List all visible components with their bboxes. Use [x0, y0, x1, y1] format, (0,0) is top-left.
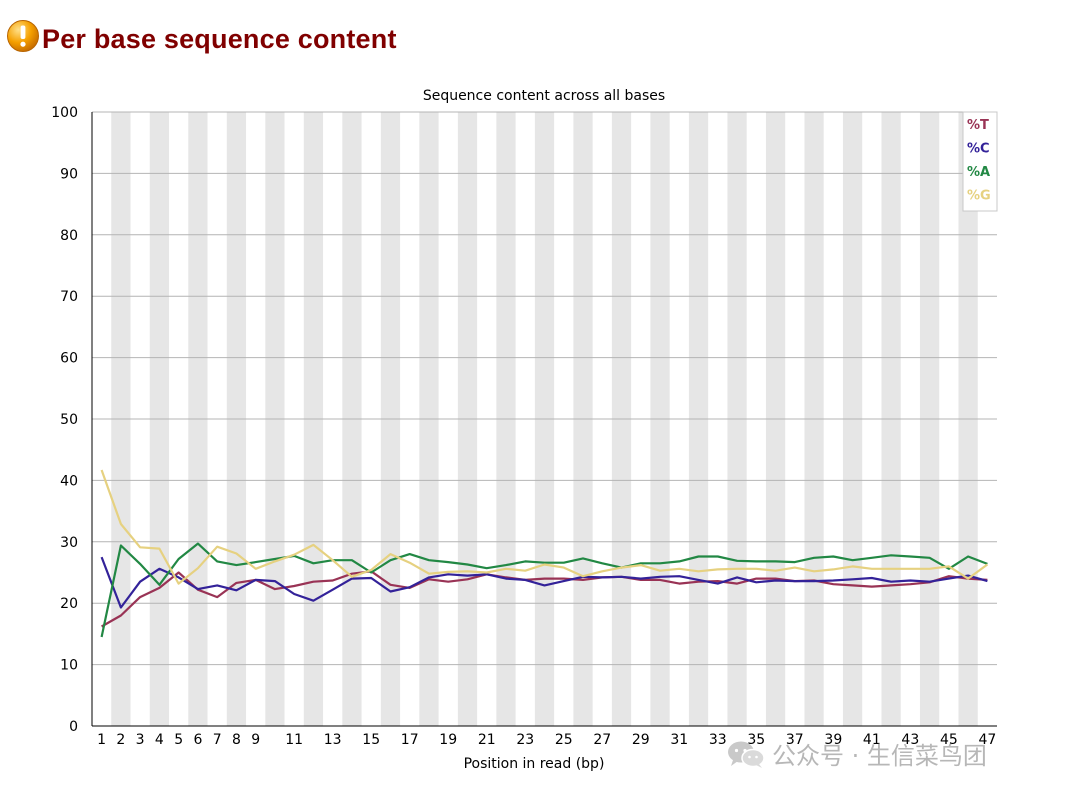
y-tick-label-80: 80	[60, 228, 78, 244]
x-tick-label-11: 11	[285, 732, 303, 748]
y-tick-labels: 0 10 20 30 40 50 60 70 80 90 100	[51, 105, 78, 735]
y-tick-label-10: 10	[60, 658, 78, 674]
x-tick-label-1: 1	[97, 732, 106, 748]
legend-item-g: %G	[967, 189, 991, 204]
x-tick-label-47: 47	[978, 732, 996, 748]
axes	[91, 112, 997, 727]
x-tick-label-7: 7	[213, 732, 222, 748]
y-tick-label-0: 0	[69, 719, 78, 735]
x-tick-label-39: 39	[824, 732, 842, 748]
x-tick-label-9: 9	[251, 732, 260, 748]
grid-lines	[92, 111, 997, 666]
x-tick-label-19: 19	[439, 732, 457, 748]
legend-item-t: %T	[967, 118, 989, 133]
x-tick-label-33: 33	[709, 732, 727, 748]
x-tick-label-27: 27	[593, 732, 611, 748]
x-tick-label-41: 41	[863, 732, 881, 748]
page-title: Per base sequence content	[42, 23, 397, 54]
series-line-t	[101, 570, 988, 628]
x-tick-label-2: 2	[116, 732, 125, 748]
legend-box	[962, 111, 998, 212]
x-tick-label-8: 8	[232, 732, 241, 748]
report-header: Per base sequence content	[6, 14, 397, 58]
x-tick-label-25: 25	[555, 732, 573, 748]
x-tick-label-6: 6	[193, 732, 202, 748]
y-tick-label-90: 90	[60, 166, 78, 182]
chart-title: Sequence content across all bases	[423, 88, 665, 104]
x-tick-label-45: 45	[940, 732, 958, 748]
legend-item-c: %C	[967, 142, 990, 157]
x-tick-label-37: 37	[786, 732, 804, 748]
x-tick-labels: 1 2 3 4 5 6 7 8 9 11 13 15 17 19 21 23 25 27 29 31 33 35 37 39 4…	[97, 732, 996, 748]
warning-icon	[7, 20, 39, 52]
wechat-icon	[728, 741, 765, 768]
legend: %T %C %A %G	[962, 111, 998, 212]
y-tick-label-60: 60	[60, 351, 78, 367]
y-tick-label-20: 20	[60, 596, 78, 612]
y-tick-label-30: 30	[60, 535, 78, 551]
x-tick-label-15: 15	[362, 732, 380, 748]
series-line-g	[100, 469, 989, 585]
y-tick-label-40: 40	[60, 473, 78, 489]
x-tick-label-31: 31	[670, 732, 688, 748]
y-tick-label-70: 70	[60, 289, 78, 305]
y-tick-label-50: 50	[60, 412, 78, 428]
series-line-c	[100, 556, 988, 609]
x-tick-label-21: 21	[478, 732, 496, 748]
x-tick-label-3: 3	[136, 732, 145, 748]
x-tick-label-17: 17	[401, 732, 419, 748]
series-lines	[100, 469, 989, 638]
x-tick-label-13: 13	[324, 732, 342, 748]
x-tick-label-35: 35	[747, 732, 765, 748]
x-axis-label: Position in read (bp)	[464, 756, 605, 772]
watermark: 公众号 · 生信菜鸟团	[726, 736, 987, 771]
legend-item-a: %A	[967, 165, 990, 180]
watermark-text: 公众号 · 生信菜鸟团	[772, 742, 987, 770]
x-tick-label-23: 23	[516, 732, 534, 748]
y-tick-label-100: 100	[51, 105, 78, 121]
x-tick-label-43: 43	[901, 732, 919, 748]
x-tick-label-4: 4	[155, 732, 164, 748]
x-tick-label-5: 5	[174, 732, 183, 748]
x-tick-label-29: 29	[632, 732, 650, 748]
